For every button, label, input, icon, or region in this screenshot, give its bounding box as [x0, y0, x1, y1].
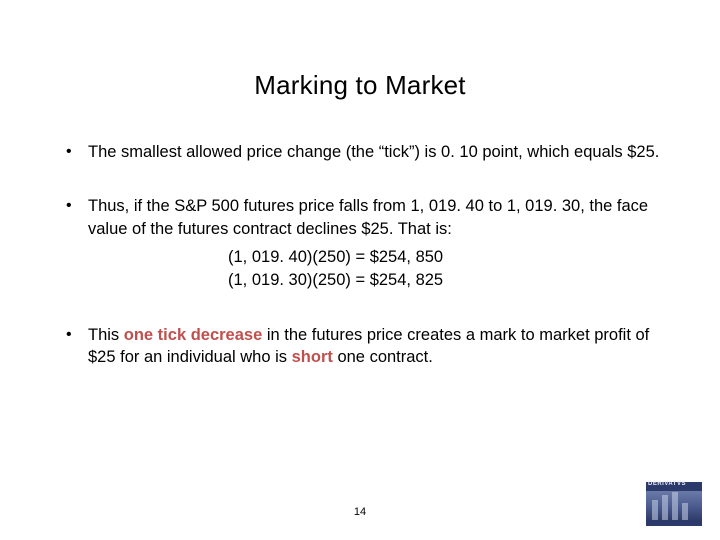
bullet-3-highlight-1: one tick decrease: [124, 326, 263, 344]
bullet-2-intro: Thus, if the S&P 500 futures price falls…: [88, 197, 648, 237]
slide-title: Marking to Market: [60, 70, 660, 101]
logo-band-bottom: [646, 520, 702, 526]
bullet-3-highlight-2: short: [292, 348, 333, 366]
logo-art: [646, 491, 702, 520]
logo-col: [682, 503, 688, 520]
book-logo: DERIVATVS: [646, 482, 702, 526]
bullet-1-text: The smallest allowed price change (the “…: [88, 143, 659, 161]
bullet-1: The smallest allowed price change (the “…: [60, 141, 660, 163]
logo-col: [672, 492, 678, 520]
slide: Marking to Market The smallest allowed p…: [0, 0, 720, 540]
bullet-2: Thus, if the S&P 500 futures price falls…: [60, 195, 660, 292]
calc-block: (1, 019. 40)(250) = $254, 850 (1, 019. 3…: [88, 246, 660, 292]
bullet-3-seg-c: one contract.: [333, 348, 433, 366]
logo-band-top: DERIVATVS: [646, 482, 702, 491]
logo-col: [662, 495, 668, 520]
bullet-3: This one tick decrease in the futures pr…: [60, 324, 660, 369]
bullet-list: The smallest allowed price change (the “…: [60, 141, 660, 369]
logo-text: DERIVATVS: [648, 481, 686, 487]
logo-col: [652, 500, 658, 520]
page-number: 14: [0, 506, 720, 518]
bullet-3-seg-a: This: [88, 326, 124, 344]
calc-line-2: (1, 019. 30)(250) = $254, 825: [88, 269, 660, 292]
calc-line-1: (1, 019. 40)(250) = $254, 850: [88, 246, 660, 269]
